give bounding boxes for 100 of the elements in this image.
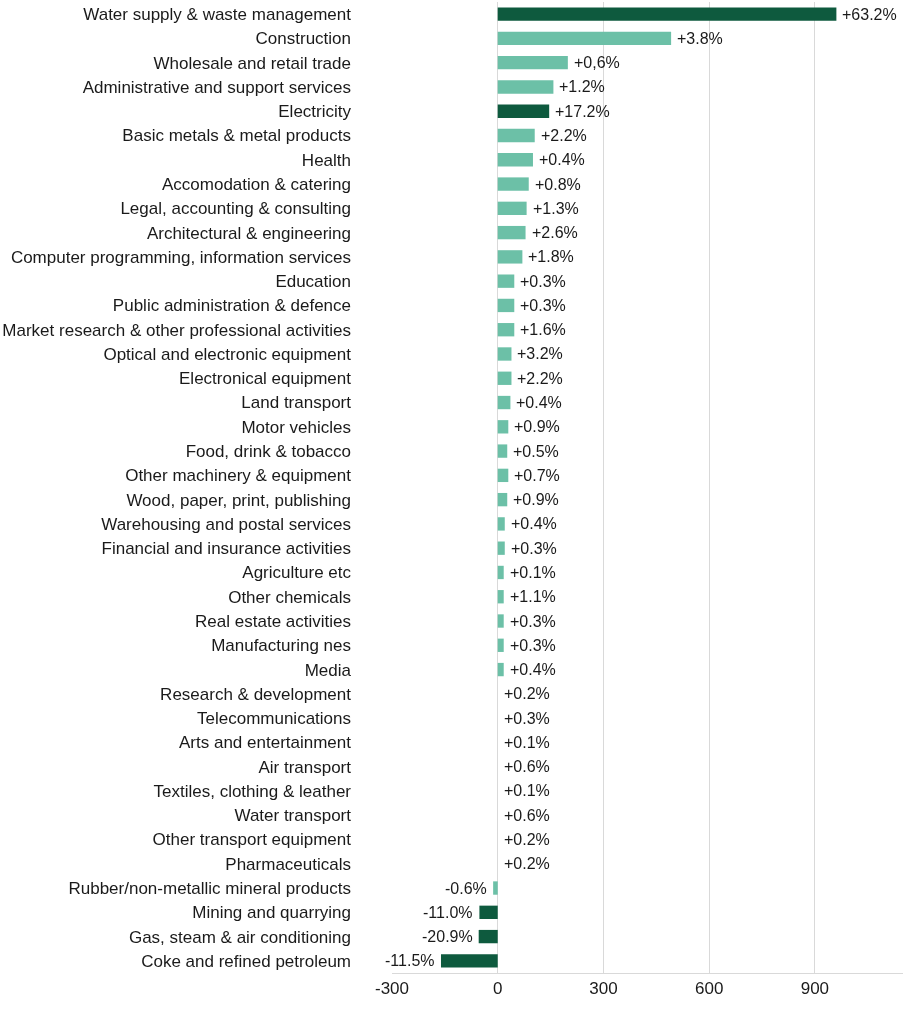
annotation: +0,6%	[574, 54, 620, 71]
annotation: +0.3%	[504, 710, 550, 727]
bar	[497, 638, 504, 652]
annotation: +0.1%	[504, 782, 550, 799]
y-tick-label: Coke and refined petroleum	[141, 951, 351, 971]
annotation: +0.9%	[514, 418, 560, 435]
y-tick-label: Optical and electronic equipment	[103, 344, 352, 364]
annotation: +0.7%	[514, 467, 560, 484]
bar	[497, 104, 550, 118]
annotation: +3.8%	[677, 30, 723, 47]
bar	[497, 468, 509, 483]
annotation: +0.3%	[511, 540, 557, 557]
bar	[497, 541, 505, 555]
annotation: +1.1%	[510, 588, 556, 605]
annotation: +1.2%	[559, 78, 605, 95]
bar	[497, 371, 512, 385]
annotation: +0.2%	[504, 685, 550, 702]
annotation: +2.2%	[541, 127, 587, 144]
y-tick-label: Air transport	[258, 757, 352, 777]
annotation: +2.2%	[517, 370, 563, 387]
annotation: +0.6%	[504, 807, 550, 824]
y-tick-label: Market research & other professional activities	[2, 320, 351, 340]
y-tick-label: Electricity	[278, 102, 352, 122]
y-tick-label: Wood, paper, print, publishing	[126, 490, 351, 510]
y-tick-label: Rubber/non-metallic mineral products	[68, 878, 351, 898]
annotation: +0.9%	[513, 491, 559, 508]
bar	[497, 444, 508, 458]
x-tick-label: -300	[374, 979, 410, 999]
annotation: -0.6%	[445, 880, 487, 897]
y-tick-label: Real estate activities	[195, 611, 351, 631]
bar	[493, 881, 498, 895]
bar	[497, 201, 527, 216]
y-tick-label: Textiles, clothing & leather	[153, 781, 352, 801]
annotation: +0.4%	[510, 661, 556, 678]
annotation: +0.3%	[510, 637, 556, 654]
bar	[497, 225, 526, 240]
y-tick-label: Construction	[255, 29, 351, 49]
annotation: +0.8%	[535, 176, 581, 193]
y-tick-label: Accomodation & catering	[162, 175, 351, 195]
annotation: +1.8%	[528, 248, 574, 265]
annotation: +2.6%	[532, 224, 578, 241]
bar	[497, 590, 504, 604]
y-tick-label: Wholesale and retail trade	[153, 53, 351, 73]
y-tick-label: Telecommunications	[196, 709, 351, 729]
bar	[497, 274, 515, 288]
y-tick-label: Media	[304, 660, 352, 680]
bar	[497, 662, 504, 677]
annotation: +0.2%	[504, 831, 550, 848]
annotation: -20.9%	[422, 928, 473, 945]
bar	[497, 56, 568, 70]
y-tick-label: Food, drink & tobacco	[185, 442, 351, 462]
y-tick-label: Architectural & engineering	[146, 223, 351, 243]
bar	[497, 323, 515, 337]
annotation: +0.1%	[510, 564, 556, 581]
x-tick-label: 900	[800, 979, 830, 999]
annotation: +0.4%	[539, 151, 585, 168]
y-tick-label: Other chemicals	[228, 587, 351, 607]
y-tick-label: Land transport	[241, 393, 352, 413]
annotation: +0.2%	[504, 855, 550, 872]
annotation: +1.6%	[520, 321, 566, 338]
annotation: +1.3%	[533, 200, 579, 217]
bar	[497, 492, 508, 507]
y-tick-label: Water supply & waste management	[83, 5, 352, 25]
annotation: +3.2%	[517, 345, 563, 362]
y-tick-label: Health	[301, 150, 351, 170]
bar	[497, 80, 554, 94]
y-tick-label: Agriculture etc	[242, 563, 352, 583]
x-tick-label: 600	[694, 979, 724, 999]
bar	[497, 250, 523, 264]
y-tick-label: Administrative and support services	[82, 77, 351, 97]
annotation: +63.2%	[842, 6, 897, 23]
y-tick-label: Computer programming, information services	[10, 247, 351, 267]
y-tick-label: Other transport equipment	[152, 830, 352, 850]
bar	[478, 929, 498, 944]
annotation: +0.3%	[510, 613, 556, 630]
bar	[497, 395, 511, 410]
bar	[497, 128, 535, 143]
y-tick-label: Financial and insurance activities	[101, 539, 351, 559]
bar	[497, 177, 529, 191]
annotation: -11.5%	[385, 952, 435, 969]
y-tick-label: Legal, accounting & consulting	[120, 199, 351, 219]
annotation: +0.3%	[520, 297, 566, 314]
bar	[497, 7, 837, 21]
annotation: +0.3%	[520, 273, 566, 290]
bar	[497, 565, 504, 580]
y-tick-label: Gas, steam & air conditioning	[128, 927, 351, 947]
y-tick-label: Motor vehicles	[241, 417, 351, 437]
bar	[497, 347, 512, 361]
bar	[497, 153, 533, 167]
x-tick-label: 0	[492, 979, 503, 999]
y-tick-label: Warehousing and postal services	[101, 514, 351, 534]
annotation: +0.1%	[504, 734, 550, 751]
y-tick-label: Mining and quarrying	[192, 903, 351, 923]
x-tick-label: 300	[589, 979, 618, 999]
y-tick-label: Basic metals & metal products	[122, 126, 351, 146]
bar	[497, 298, 515, 313]
y-tick-label: Pharmaceuticals	[225, 854, 351, 874]
y-tick-label: Electronical equipment	[179, 369, 352, 389]
bar	[440, 954, 498, 968]
y-tick-label: Arts and entertainment	[179, 733, 352, 753]
